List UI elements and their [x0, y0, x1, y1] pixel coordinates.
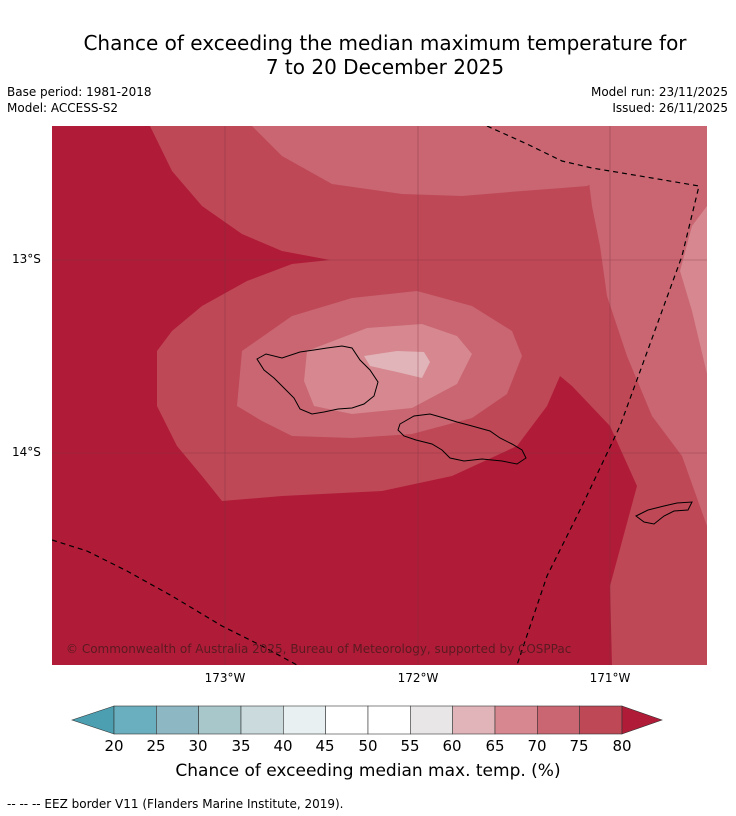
cbar-tick: 75 [569, 737, 589, 755]
model-run: Model run: 23/11/2025 [590, 85, 728, 99]
lon-label-173w: 173°W [204, 671, 246, 685]
copyright-notice: © Commonwealth of Australia 2025, Bureau… [66, 642, 572, 656]
cbar-tick: 20 [104, 737, 124, 755]
colorbar-cell [325, 705, 369, 735]
colorbar-cell [283, 705, 326, 735]
cbar-tick: 35 [231, 737, 251, 755]
meta-left: Base period: 1981-2018 Model: ACCESS-S2 [7, 84, 152, 116]
colorbar-cell [537, 705, 580, 735]
lat-label-13s: 13°S [12, 252, 41, 266]
colorbar-cell [410, 705, 453, 735]
eez-borders [52, 126, 700, 665]
cbar-tick: 45 [315, 737, 335, 755]
colorbar-cell [367, 705, 411, 735]
colorbar-cell [240, 705, 284, 735]
cbar-tick: 30 [188, 737, 208, 755]
cbar-tick: 55 [400, 737, 420, 755]
island-tutuila [635, 501, 693, 525]
colorbar-cells [113, 705, 623, 735]
colorbar-cell [156, 705, 199, 735]
colorbar-label: Chance of exceeding median max. temp. (%… [175, 761, 561, 781]
cbar-tick: 60 [442, 737, 462, 755]
band-65-70-east [680, 206, 707, 374]
colorbar-under-arrow [71, 705, 115, 735]
cbar-tick: 70 [527, 737, 547, 755]
model-name: Model: ACCESS-S2 [7, 101, 119, 115]
forecast-map[interactable] [52, 126, 707, 665]
colorbar-cell [113, 705, 157, 735]
colorbar-cell [452, 705, 496, 735]
cbar-tick: 80 [612, 737, 632, 755]
graticule [52, 126, 707, 665]
colorbar-cell [198, 705, 242, 735]
cbar-tick: 25 [146, 737, 166, 755]
band-60-65-center [364, 351, 430, 378]
cbar-tick: 40 [273, 737, 293, 755]
colorbar [71, 705, 663, 735]
base-period: Base period: 1981-2018 [7, 85, 152, 99]
band-70-75-east [577, 126, 707, 526]
colorbar-cell [494, 705, 538, 735]
title-line-1: Chance of exceeding the median maximum t… [83, 31, 687, 55]
issued-date: Issued: 26/11/2025 [612, 101, 728, 115]
meta-right: Model run: 23/11/2025 Issued: 26/11/2025 [591, 84, 728, 116]
lat-label-14s: 14°S [12, 445, 41, 459]
lon-label-171w: 171°W [589, 671, 631, 685]
island-savaii [256, 345, 379, 415]
chart-title: Chance of exceeding the median maximum t… [60, 31, 710, 79]
lon-label-172w: 172°W [397, 671, 439, 685]
colorbar-over-arrow [621, 705, 663, 735]
title-line-2: 7 to 20 December 2025 [265, 55, 505, 79]
eez-legend-note: -- -- -- EEZ border V11 (Flanders Marine… [7, 797, 344, 811]
cbar-tick: 50 [358, 737, 378, 755]
map-svg [52, 126, 707, 665]
cbar-tick: 65 [485, 737, 505, 755]
colorbar-cell [579, 705, 623, 735]
island-upolu [397, 413, 527, 465]
